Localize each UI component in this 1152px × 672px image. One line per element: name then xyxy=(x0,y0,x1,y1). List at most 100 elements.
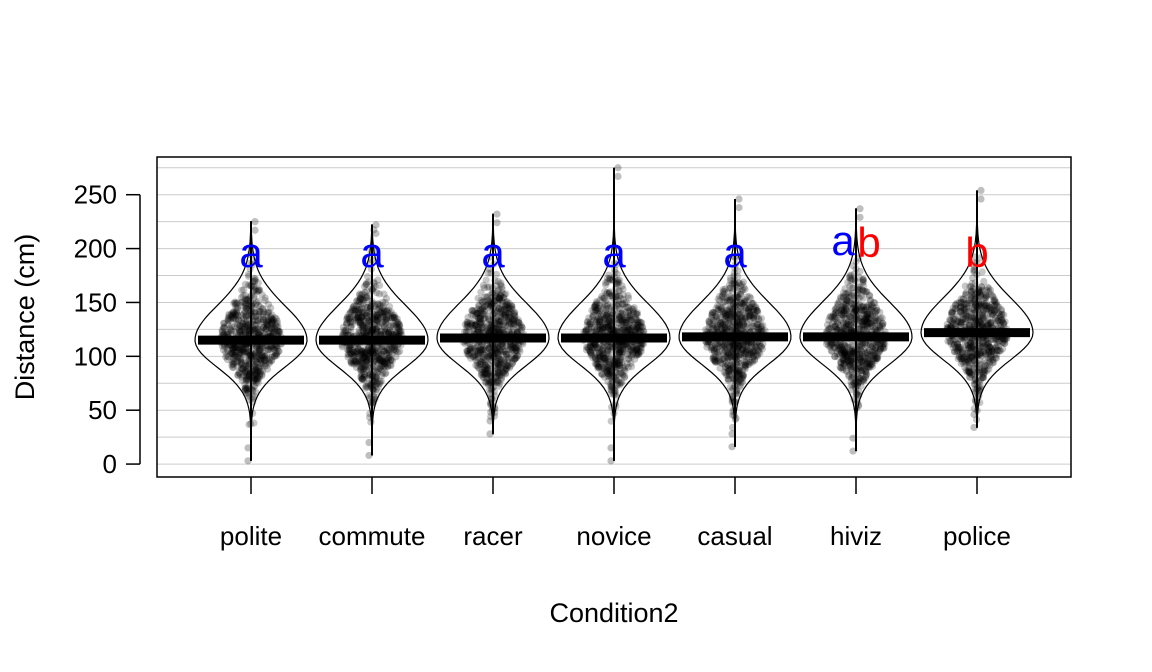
data-point xyxy=(484,380,492,388)
data-point xyxy=(844,351,852,359)
y-tick-label: 250 xyxy=(74,180,117,210)
data-point xyxy=(374,344,382,352)
data-point xyxy=(240,348,249,356)
data-point xyxy=(220,319,228,327)
data-point xyxy=(232,304,240,312)
data-point xyxy=(378,357,387,365)
data-point xyxy=(237,343,245,351)
data-point xyxy=(377,365,385,374)
data-point xyxy=(252,309,260,317)
data-point xyxy=(359,347,367,355)
data-point xyxy=(984,320,992,328)
data-point xyxy=(267,357,275,365)
data-point xyxy=(261,353,269,361)
data-point xyxy=(243,375,251,383)
data-point xyxy=(242,316,250,324)
data-point xyxy=(243,348,252,356)
data-point xyxy=(373,311,381,319)
data-point xyxy=(359,327,367,335)
data-point xyxy=(252,312,260,320)
group-letter: a xyxy=(831,217,855,264)
data-point xyxy=(243,385,251,393)
data-point xyxy=(255,365,263,373)
data-point xyxy=(371,348,379,356)
data-point xyxy=(387,356,395,364)
data-point xyxy=(256,286,264,295)
data-point xyxy=(228,311,236,319)
data-point xyxy=(257,355,265,364)
data-point xyxy=(268,320,276,328)
data-point xyxy=(343,315,351,323)
data-point xyxy=(243,296,252,304)
data-point xyxy=(229,363,238,372)
data-point xyxy=(267,315,275,323)
data-point xyxy=(256,307,264,315)
data-point xyxy=(258,291,266,299)
data-point xyxy=(359,299,367,307)
data-point xyxy=(372,388,380,396)
data-point xyxy=(231,311,239,319)
data-point xyxy=(357,319,365,327)
data-point xyxy=(372,382,380,390)
data-point xyxy=(377,356,385,364)
data-point xyxy=(745,293,754,301)
data-point xyxy=(385,353,393,361)
data-point xyxy=(268,351,276,359)
data-point xyxy=(251,316,260,324)
data-point xyxy=(372,380,380,388)
data-point xyxy=(356,291,364,299)
data-point xyxy=(379,302,387,310)
data-point xyxy=(235,369,243,377)
data-point xyxy=(236,322,244,330)
data-point xyxy=(353,313,362,321)
data-point xyxy=(234,371,242,379)
data-point xyxy=(359,316,367,324)
data-point xyxy=(392,329,400,337)
data-point xyxy=(395,325,403,333)
data-point xyxy=(386,357,394,365)
data-point xyxy=(342,320,350,328)
data-point xyxy=(270,318,278,326)
data-point xyxy=(272,343,280,352)
data-point xyxy=(720,356,729,364)
data-point xyxy=(840,360,848,368)
data-point xyxy=(357,328,365,336)
data-point xyxy=(230,310,238,318)
data-point xyxy=(230,352,239,360)
data-point xyxy=(724,311,732,319)
data-point xyxy=(267,343,276,351)
data-point xyxy=(362,354,370,363)
y-tick-label: 200 xyxy=(74,234,117,264)
data-point xyxy=(266,345,274,353)
data-point xyxy=(242,386,250,394)
data-point xyxy=(382,369,390,377)
data-point xyxy=(373,313,382,321)
data-point xyxy=(258,372,266,380)
data-point xyxy=(345,315,353,323)
data-point xyxy=(242,322,251,330)
data-point xyxy=(354,308,362,316)
data-point xyxy=(499,346,507,354)
data-point xyxy=(365,372,373,380)
data-point xyxy=(255,285,263,293)
data-point xyxy=(371,349,379,357)
data-point xyxy=(828,340,836,348)
data-point xyxy=(230,313,238,321)
data-point xyxy=(602,306,610,314)
data-point xyxy=(394,319,402,327)
data-point xyxy=(481,361,489,369)
data-point xyxy=(392,353,400,361)
data-point xyxy=(362,312,370,320)
data-point xyxy=(497,347,505,355)
data-point xyxy=(501,356,509,365)
data-point xyxy=(345,310,353,318)
data-point xyxy=(251,361,259,369)
data-point xyxy=(363,350,371,358)
data-point xyxy=(250,282,258,290)
data-point xyxy=(233,320,241,328)
data-point xyxy=(389,346,398,354)
data-point xyxy=(223,352,231,360)
data-point xyxy=(355,307,363,315)
data-point xyxy=(960,295,968,303)
data-point xyxy=(231,315,239,323)
